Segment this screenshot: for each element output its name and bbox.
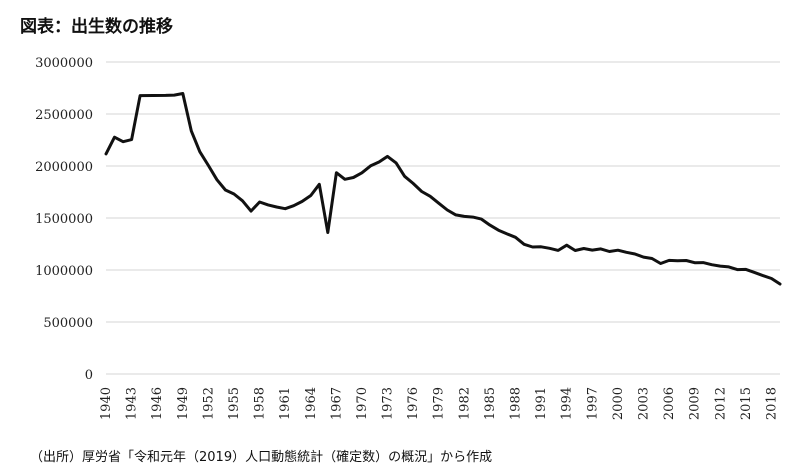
x-tick-label: 1991 — [534, 387, 549, 420]
x-tick-label: 1955 — [227, 387, 242, 420]
y-tick-label: 500000 — [43, 316, 93, 331]
x-tick-label: 2000 — [611, 387, 626, 420]
y-tick-label: 0 — [85, 368, 93, 383]
x-tick-label: 1961 — [278, 387, 293, 420]
x-tick-label: 1976 — [406, 387, 421, 420]
x-tick-label: 1943 — [125, 387, 140, 420]
y-axis-labels: 0 500000 1000000 1500000 2000000 2500000 30000… — [35, 56, 93, 383]
x-tick-label: 2018 — [764, 387, 779, 420]
x-axis-labels: 1940 1943 1946 1949 1952 1955 1958 1961 1964 1967… — [99, 387, 779, 420]
x-tick-label: 1958 — [253, 387, 268, 420]
source-note: （出所）厚労省「令和元年（2019）人口動態統計（確定数）の概況」から作成 — [30, 450, 493, 465]
x-tick-label: 1979 — [432, 387, 447, 420]
x-tick-label: 2012 — [713, 387, 728, 420]
y-tick-label: 2500000 — [35, 108, 93, 123]
x-tick-label: 1946 — [150, 387, 165, 420]
x-tick-label: 2006 — [662, 387, 677, 420]
births-series-line — [104, 92, 782, 286]
x-tick-label: 1964 — [304, 387, 319, 420]
x-tick-label: 2015 — [739, 387, 754, 420]
x-tick-label: 1985 — [483, 387, 498, 420]
x-tick-label: 1940 — [99, 387, 114, 420]
x-tick-label: 1970 — [355, 387, 370, 420]
x-tick-label: 1982 — [457, 387, 472, 420]
x-tick-label: 1988 — [509, 387, 524, 420]
x-tick-label: 1994 — [560, 387, 575, 420]
x-tick-label: 1997 — [585, 387, 600, 420]
x-tick-label: 1949 — [176, 387, 191, 420]
y-tick-label: 3000000 — [35, 56, 93, 71]
gridlines — [106, 61, 780, 375]
x-tick-label: 1973 — [381, 387, 396, 420]
x-tick-label: 1952 — [201, 387, 216, 420]
y-tick-label: 2000000 — [35, 160, 93, 175]
y-tick-label: 1500000 — [35, 212, 93, 227]
x-tick-label: 2003 — [636, 387, 651, 420]
x-tick-label: 1967 — [329, 387, 344, 420]
y-tick-label: 1000000 — [35, 264, 93, 279]
chart-title: 図表：出生数の推移 — [20, 17, 173, 37]
x-tick-label: 2009 — [688, 387, 703, 420]
